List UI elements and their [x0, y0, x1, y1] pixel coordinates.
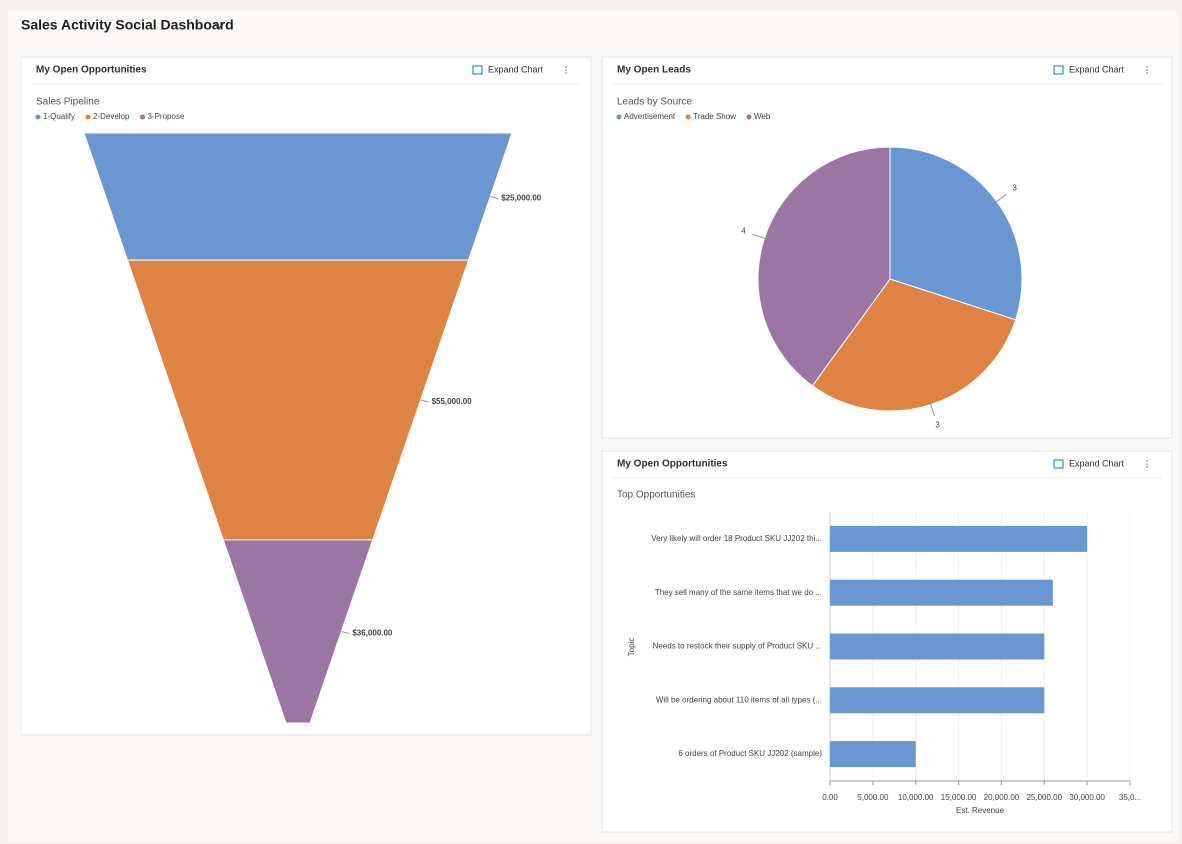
legend-label: Advertisement	[624, 112, 676, 121]
panel-title: My Open Opportunities	[617, 459, 728, 470]
legend-label: Trade Show	[693, 112, 736, 121]
y-axis-label: Topic	[627, 638, 636, 657]
bar	[830, 525, 1088, 552]
x-tick-label: 0.00	[822, 793, 838, 802]
x-tick-label: 30,000.00	[1069, 793, 1105, 802]
x-axis-label: Est. Revenue	[956, 806, 1005, 815]
more-icon-dot[interactable]	[1146, 66, 1148, 68]
leader-line	[341, 630, 350, 634]
y-tick-label: Will be ordering about 110 items of all …	[656, 695, 822, 704]
chart-title: Top Opportunities	[617, 490, 695, 501]
x-tick-label: 25,000.00	[1026, 793, 1062, 802]
y-tick-label: They sell many of the same items that we…	[655, 588, 822, 597]
legend-label: 2-Develop	[93, 112, 130, 121]
dashboard-title[interactable]: Sales Activity Social Dashboard	[21, 17, 234, 33]
expand-icon[interactable]	[1053, 65, 1064, 75]
bar	[830, 741, 916, 768]
data-label: $55,000.00	[432, 397, 473, 406]
panel-title: My Open Opportunities	[36, 65, 147, 76]
more-icon-dot[interactable]	[565, 69, 567, 71]
legend-marker	[35, 114, 41, 120]
chart-title: Sales Pipeline	[36, 97, 100, 108]
more-icon-dot[interactable]	[1146, 466, 1148, 468]
legend-marker	[746, 114, 752, 120]
expand-icon[interactable]	[472, 65, 483, 75]
legend-label: Web	[754, 112, 771, 121]
leader-line	[994, 193, 1007, 203]
data-label: $25,000.00	[501, 194, 542, 203]
data-label: 4	[741, 227, 746, 236]
legend-marker	[139, 114, 145, 120]
data-label: $36,000.00	[352, 629, 393, 638]
legend-label: 3-Propose	[147, 112, 184, 121]
x-tick-label: 5,000.00	[857, 793, 889, 802]
y-tick-label: 6 orders of Product SKU JJ202 (sample)	[678, 749, 822, 758]
legend-label: 1-Qualify	[43, 112, 75, 121]
legend-marker	[616, 114, 622, 120]
leader-line	[490, 196, 499, 200]
leader-line	[752, 234, 767, 240]
expand-chart-button[interactable]: Expand Chart	[1069, 64, 1125, 74]
bar	[830, 633, 1045, 660]
panel-title: My Open Leads	[617, 65, 691, 76]
legend-marker	[85, 114, 91, 120]
leader-line	[929, 402, 935, 417]
bar	[830, 579, 1053, 606]
y-tick-label: Needs to restock their supply of Product…	[653, 642, 822, 651]
funnel-segment	[222, 539, 374, 724]
bar	[830, 687, 1045, 714]
x-tick-label: 20,000.00	[984, 793, 1020, 802]
more-icon-dot[interactable]	[565, 72, 567, 74]
expand-icon[interactable]	[1053, 459, 1064, 469]
expand-chart-button[interactable]: Expand Chart	[488, 64, 544, 74]
dropdown-chevron[interactable]	[214, 23, 224, 29]
x-tick-label: 15,000.00	[941, 793, 977, 802]
chart-title: Leads by Source	[617, 97, 692, 108]
data-label: 3	[1012, 184, 1017, 193]
expand-chart-button[interactable]: Expand Chart	[1069, 458, 1125, 468]
more-icon-dot[interactable]	[1146, 72, 1148, 74]
legend-marker	[685, 114, 691, 120]
x-tick-label: 10,000.00	[898, 793, 934, 802]
more-icon-dot[interactable]	[565, 66, 567, 68]
more-icon-dot[interactable]	[1146, 460, 1148, 462]
funnel-segment	[83, 132, 513, 261]
more-icon-dot[interactable]	[1146, 69, 1148, 71]
x-tick-label: 35,0...	[1119, 793, 1141, 802]
more-icon-dot[interactable]	[1146, 463, 1148, 465]
data-label: 3	[935, 421, 940, 430]
leader-line	[420, 399, 429, 403]
y-tick-label: Very likely will order 18 Product SKU JJ…	[651, 534, 822, 543]
